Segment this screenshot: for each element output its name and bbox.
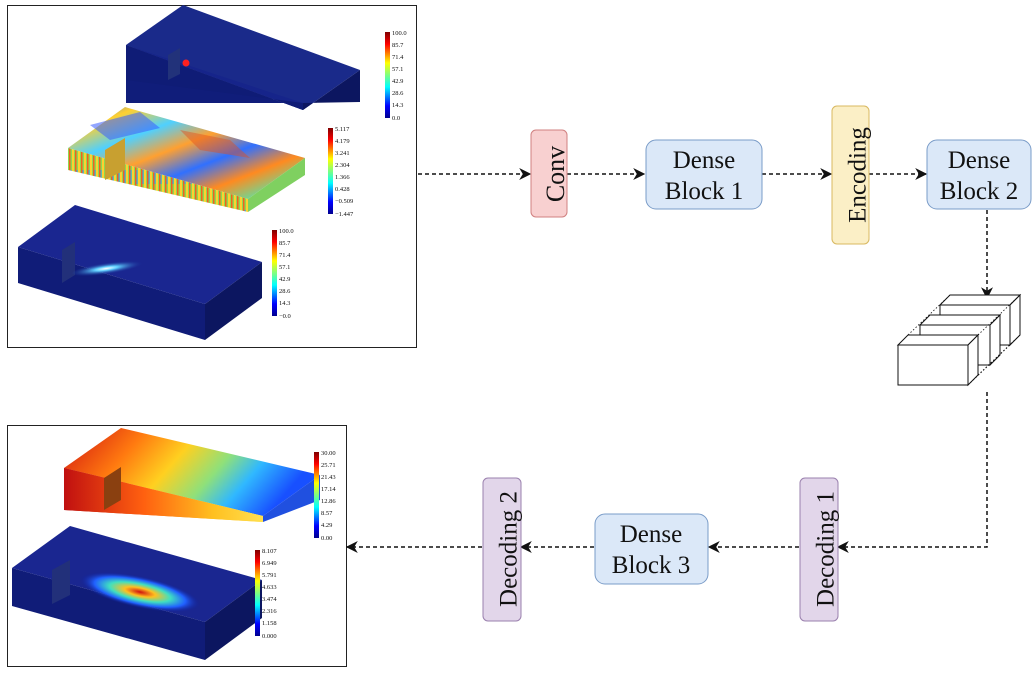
arrow-latent-to-decoding1 — [838, 392, 987, 547]
conv-node: Conv — [531, 130, 570, 217]
output-colorbar-2-tick: 0.000 — [262, 633, 277, 640]
output-colorbar-2-tick: 8.107 — [262, 548, 277, 555]
output-colorbar-1-tick: 12.86 — [321, 498, 336, 505]
output-colorbar-1-tick: 4.29 — [321, 522, 332, 529]
input-colorbar-1-tick: 100.0 — [392, 30, 407, 37]
encoding-node: Encoding — [832, 106, 872, 244]
input-colorbar-1: 100.0 85.7 71.4 57.1 42.9 28.6 14.3 0.0 — [385, 30, 407, 122]
output-colorbar-2-tick: 5.791 — [262, 572, 277, 579]
input-colorbar-1-tick: 0.0 — [392, 115, 400, 122]
latent-cube-front — [898, 335, 978, 385]
input-colorbar-1-tick: 42.9 — [392, 78, 403, 85]
dense-block-1-node: Dense Block 1 — [646, 140, 762, 209]
output-colorbar-1: 30.00 25.71 21.43 17.14 12.86 8.57 4.29 … — [314, 450, 336, 542]
output-colorbar-1-tick: 25.71 — [321, 462, 336, 469]
input-colorbar-3: 100.0 85.7 71.4 57.1 42.9 28.6 14.3 −0.0 — [272, 228, 294, 320]
input-colorbar-3-tick: 57.1 — [279, 264, 290, 271]
input-colorbar-1-tick: 85.7 — [392, 42, 404, 49]
input-colorbar-1-tick: 28.6 — [392, 90, 404, 97]
output-volume-saturation — [12, 526, 262, 660]
output-colorbar-1-tick: 0.00 — [321, 535, 332, 542]
dense-block-1-label-line2: Block 1 — [665, 178, 743, 205]
output-colorbar-1-tick: 8.57 — [321, 510, 333, 517]
input-colorbar-3-tick: 71.4 — [279, 252, 291, 259]
input-volume-1 — [126, 5, 360, 110]
input-colorbar-2-tick: 5.117 — [335, 126, 350, 133]
dense-block-2-node: Dense Block 2 — [927, 140, 1031, 209]
input-colorbar-3-tick: 28.6 — [279, 288, 291, 295]
input-colorbar-1-tick: 57.1 — [392, 66, 403, 73]
output-colorbar-2-tick: 2.316 — [262, 608, 277, 615]
input-colorbar-1-tick: 14.3 — [392, 102, 403, 109]
output-volume-pressure — [64, 428, 320, 522]
input-volume-2 — [68, 107, 305, 212]
decoding-1-node: Decoding 1 — [800, 478, 840, 621]
input-colorbar-3-tick: 85.7 — [279, 240, 291, 247]
input-colorbar-2-tick: 3.241 — [335, 150, 350, 157]
decoding-2-node: Decoding 2 — [483, 478, 523, 621]
input-colorbar-2-tick: −0.509 — [335, 198, 353, 205]
input-colorbar-2-tick: 2.304 — [335, 162, 350, 169]
output-colorbar-2-tick: 6.949 — [262, 560, 277, 567]
input-colorbar-2-tick: −1.447 — [335, 211, 354, 218]
output-colorbar-1-tick: 17.14 — [321, 486, 336, 493]
input-colorbar-3-tick: 14.3 — [279, 300, 290, 307]
output-colorbar-2-tick: 3.474 — [262, 596, 277, 603]
dense-block-2-label-line1: Dense — [948, 147, 1010, 174]
dense-block-1-label-line1: Dense — [673, 147, 735, 174]
input-colorbar-1-tick: 71.4 — [392, 54, 404, 61]
input-colorbar-2-tick: 4.179 — [335, 138, 350, 145]
output-colorbar-1-tick: 30.00 — [321, 450, 336, 457]
input-colorbar-3-tick: 100.0 — [279, 228, 294, 235]
output-colorbar-1-tick: 21.43 — [321, 474, 336, 481]
dense-block-3-label-line2: Block 3 — [612, 552, 690, 579]
decoding-1-label: Decoding 1 — [813, 491, 840, 607]
input-colorbar-2: 5.117 4.179 3.241 2.304 1.366 0.428 −0.5… — [328, 126, 354, 218]
flow-arrows — [347, 174, 987, 547]
input-colorbar-2-tick: 1.366 — [335, 174, 350, 181]
input-colorbar-3-tick: 42.9 — [279, 276, 290, 283]
input-colorbar-3-tick: −0.0 — [279, 313, 291, 320]
output-colorbar-2-tick: 1.158 — [262, 620, 277, 627]
latent-feature-maps — [898, 295, 1020, 385]
input-volume-3 — [18, 205, 262, 340]
dense-block-2-label-line2: Block 2 — [940, 178, 1018, 205]
input-colorbar-2-tick: 0.428 — [335, 186, 350, 193]
encoding-label: Encoding — [845, 127, 872, 223]
dense-block-3-node: Dense Block 3 — [595, 514, 708, 584]
decoding-2-label: Decoding 2 — [496, 491, 523, 607]
conv-label: Conv — [541, 146, 570, 202]
output-colorbar-2-tick: 4.633 — [262, 584, 277, 591]
dense-block-3-label-line1: Dense — [620, 521, 682, 548]
output-colorbar-2: 8.107 6.949 5.791 4.633 3.474 2.316 1.15… — [255, 548, 277, 640]
